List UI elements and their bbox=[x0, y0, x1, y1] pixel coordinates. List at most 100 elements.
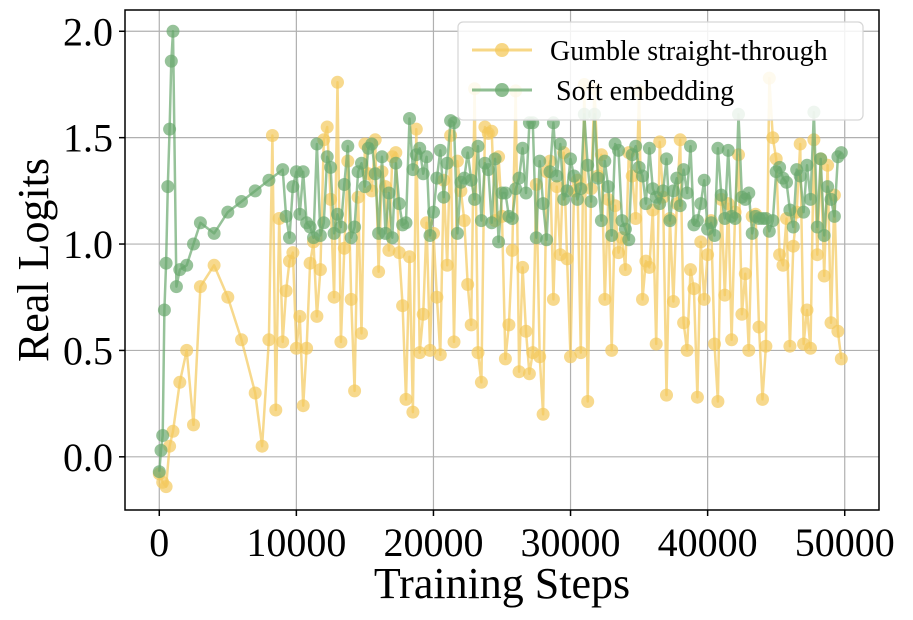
data-point bbox=[485, 216, 499, 230]
data-point bbox=[348, 220, 362, 234]
data-point bbox=[450, 226, 464, 240]
data-point bbox=[187, 237, 200, 251]
data-point bbox=[156, 429, 170, 442]
data-point bbox=[447, 116, 461, 130]
data-point bbox=[337, 241, 351, 255]
data-point bbox=[157, 303, 171, 317]
data-point bbox=[656, 184, 670, 198]
data-point bbox=[348, 384, 362, 398]
data-point bbox=[187, 418, 200, 432]
data-point bbox=[612, 143, 625, 157]
data-point bbox=[591, 171, 605, 185]
data-point bbox=[574, 346, 588, 360]
data-point bbox=[296, 165, 310, 179]
legend-marker-soft bbox=[495, 83, 509, 97]
data-point bbox=[161, 180, 175, 194]
data-point bbox=[516, 260, 530, 274]
x-tick-label: 50000 bbox=[795, 520, 895, 565]
data-point bbox=[680, 186, 694, 200]
data-point bbox=[629, 212, 643, 225]
data-point bbox=[742, 343, 756, 357]
data-point bbox=[550, 169, 564, 183]
data-point bbox=[701, 248, 715, 262]
data-point bbox=[331, 207, 344, 221]
data-point bbox=[502, 318, 516, 332]
data-point bbox=[718, 288, 732, 302]
data-point bbox=[817, 269, 831, 283]
data-point bbox=[804, 192, 817, 206]
data-point bbox=[711, 141, 725, 155]
data-point bbox=[618, 222, 632, 236]
plot-frame bbox=[124, 9, 880, 511]
data-point bbox=[540, 233, 554, 247]
data-point bbox=[193, 216, 207, 230]
data-point bbox=[464, 173, 478, 187]
data-point bbox=[574, 182, 588, 196]
data-point bbox=[690, 214, 704, 228]
data-point bbox=[584, 195, 598, 208]
data-point bbox=[581, 158, 595, 172]
data-point bbox=[714, 188, 728, 202]
data-point bbox=[193, 280, 207, 294]
data-point bbox=[248, 184, 262, 198]
data-point bbox=[416, 307, 430, 321]
data-point bbox=[666, 295, 680, 308]
data-point bbox=[780, 175, 793, 189]
data-point bbox=[163, 122, 177, 136]
data-point bbox=[365, 137, 379, 151]
data-point bbox=[368, 167, 382, 181]
data-point bbox=[351, 190, 365, 204]
data-point bbox=[505, 243, 519, 257]
data-point bbox=[341, 139, 355, 153]
data-point bbox=[481, 163, 495, 177]
data-point bbox=[327, 290, 341, 304]
data-point bbox=[440, 258, 454, 272]
data-point bbox=[279, 209, 293, 223]
data-point bbox=[728, 212, 742, 225]
data-point bbox=[824, 192, 838, 206]
data-point bbox=[293, 309, 307, 323]
data-point bbox=[567, 169, 581, 183]
data-point bbox=[296, 399, 310, 413]
data-point bbox=[639, 197, 653, 211]
data-point bbox=[248, 386, 262, 400]
data-point bbox=[629, 139, 643, 153]
data-point bbox=[154, 443, 168, 457]
data-point bbox=[773, 248, 787, 262]
data-point bbox=[721, 143, 735, 157]
data-point bbox=[399, 216, 413, 230]
data-point bbox=[660, 388, 673, 402]
data-point bbox=[180, 258, 194, 272]
data-point bbox=[522, 367, 536, 381]
y-tick-label: 1.0 bbox=[63, 222, 113, 267]
series-layer bbox=[152, 24, 848, 494]
x-axis-label: Training Steps bbox=[374, 559, 630, 608]
data-point bbox=[601, 180, 615, 194]
data-point bbox=[653, 197, 667, 211]
data-point bbox=[529, 231, 543, 245]
data-point bbox=[207, 258, 221, 272]
data-point bbox=[474, 214, 488, 228]
data-point bbox=[286, 180, 300, 194]
data-point bbox=[159, 256, 173, 270]
data-point bbox=[358, 180, 372, 194]
data-point bbox=[334, 335, 348, 349]
data-point bbox=[337, 178, 351, 191]
data-point bbox=[310, 137, 324, 151]
data-point bbox=[262, 333, 276, 347]
data-point bbox=[673, 133, 687, 147]
data-point bbox=[612, 246, 625, 260]
data-point bbox=[310, 309, 324, 323]
data-point bbox=[564, 350, 577, 364]
data-point bbox=[221, 205, 235, 219]
y-tick-label: 0.0 bbox=[63, 435, 113, 480]
data-point bbox=[423, 229, 437, 242]
data-point bbox=[793, 169, 807, 183]
legend-label-gumble: Gumble straight-through bbox=[550, 36, 828, 67]
data-point bbox=[344, 231, 358, 245]
data-point bbox=[430, 290, 444, 304]
data-point bbox=[255, 439, 269, 453]
data-point bbox=[474, 375, 488, 389]
data-point bbox=[735, 307, 749, 321]
